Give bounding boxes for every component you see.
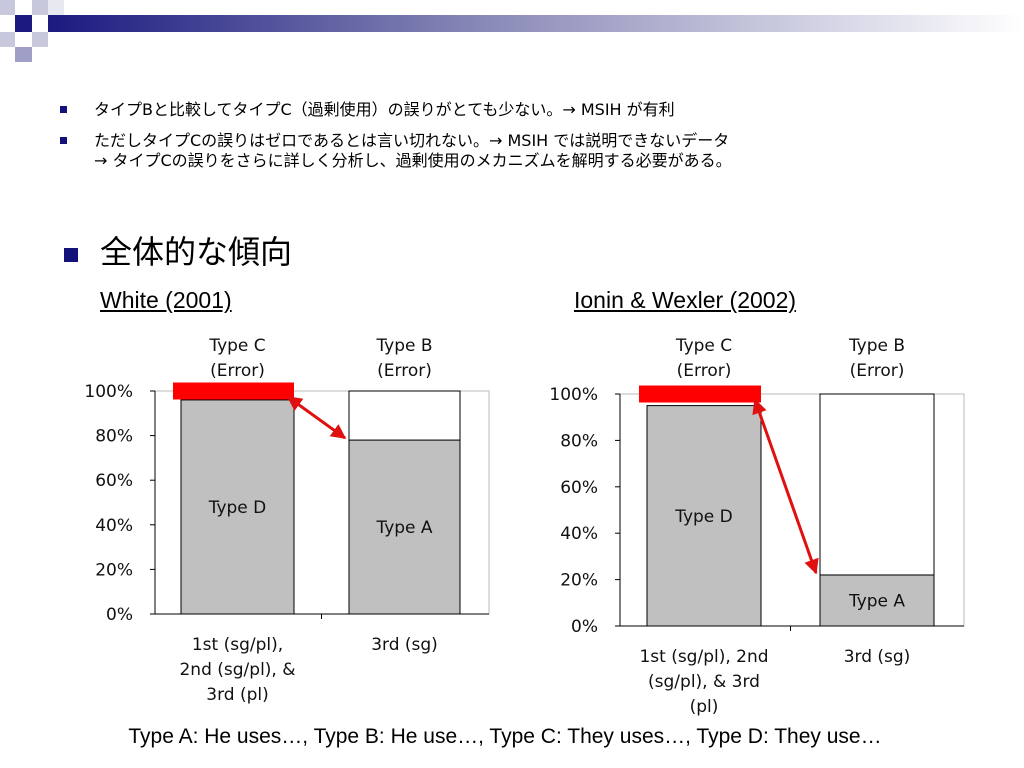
y-tick-label: 100%	[549, 385, 598, 405]
y-tick-label: 40%	[95, 516, 133, 536]
bar-label-type-d: Type D	[674, 507, 733, 527]
heading-text: 全体的な傾向	[100, 233, 293, 271]
bar-top-label: (Error)	[210, 361, 265, 381]
bar-top-label: Type B	[848, 336, 905, 356]
heading-square-icon	[64, 248, 78, 262]
y-tick-label: 60%	[560, 478, 598, 498]
bar-top-label: (Error)	[377, 361, 432, 381]
y-tick-label: 60%	[95, 471, 133, 491]
bar-top-label: Type C	[675, 336, 732, 356]
category-label: (sg/pl), & 3rd	[648, 672, 760, 692]
bar-type-d	[646, 405, 762, 627]
bar-type-a	[348, 439, 461, 615]
y-tick-label: 0%	[571, 617, 598, 637]
y-tick-label: 100%	[84, 382, 133, 402]
bullet-square-icon	[60, 106, 67, 113]
bar-type-d	[180, 399, 295, 615]
y-tick-label: 80%	[95, 427, 133, 447]
category-label: 3rd (sg)	[844, 647, 911, 667]
bar-label-type-d: Type D	[208, 498, 267, 518]
category-label: (pl)	[690, 697, 719, 717]
comparison-arrow	[286, 395, 347, 440]
bullet-item: ただしタイプCの誤りはゼロであるとは言い切れない。→ MSIH では説明できない…	[60, 131, 1010, 151]
y-tick-label: 0%	[106, 605, 133, 625]
y-tick-label: 20%	[560, 571, 598, 591]
footer-legend-text: Type A: He uses…, Type B: He use…, Type …	[128, 725, 882, 748]
bar-type-a	[819, 574, 935, 627]
bullet-continuation: → タイプCの誤りをさらに詳しく分析し、過剰使用のメカニズムを解明する必要がある…	[60, 151, 1010, 171]
bullet-list: タイプBと比較してタイプC（過剰使用）の誤りがとても少ない。→ MSIH が有利…	[60, 100, 1010, 182]
bar-type-b	[819, 393, 935, 576]
bar-top-label: Type C	[208, 336, 265, 356]
bullet-item: タイプBと比較してタイプC（過剰使用）の誤りがとても少ない。→ MSIH が有利	[60, 100, 1010, 120]
bar-label-type-a: Type A	[848, 591, 905, 611]
bullet-text: ただしタイプCの誤りはゼロであるとは言い切れない。→ MSIH では説明できない…	[94, 131, 730, 150]
category-label: 2nd (sg/pl), &	[179, 660, 295, 680]
slide-corner-decoration	[0, 0, 1024, 62]
bar-top-label: Type B	[375, 336, 432, 356]
category-label: 3rd (sg)	[371, 635, 438, 655]
comparison-arrow	[752, 398, 819, 575]
bar-label-type-a: Type A	[375, 518, 432, 538]
y-tick-label: 40%	[560, 524, 598, 544]
category-label: 3rd (pl)	[206, 685, 268, 705]
bullet-square-icon	[60, 137, 67, 144]
y-tick-label: 20%	[95, 560, 133, 580]
chart-title-white: White (2001)	[100, 287, 232, 313]
bullet-text: → タイプCの誤りをさらに詳しく分析し、過剰使用のメカニズムを解明する必要がある…	[94, 151, 732, 170]
bar-type-c-error	[639, 385, 761, 403]
bar-top-label: (Error)	[850, 361, 905, 381]
category-label: 1st (sg/pl), 2nd	[639, 647, 768, 667]
bar-type-c-error	[173, 382, 294, 400]
chart-title-ionin-wexler: Ionin & Wexler (2002)	[574, 287, 797, 313]
bar-type-b	[348, 390, 461, 441]
category-label: 1st (sg/pl),	[192, 635, 283, 655]
bullet-text: タイプBと比較してタイプC（過剰使用）の誤りがとても少ない。→ MSIH が有利	[94, 100, 675, 119]
bar-top-label: (Error)	[677, 361, 732, 381]
y-tick-label: 80%	[560, 431, 598, 451]
